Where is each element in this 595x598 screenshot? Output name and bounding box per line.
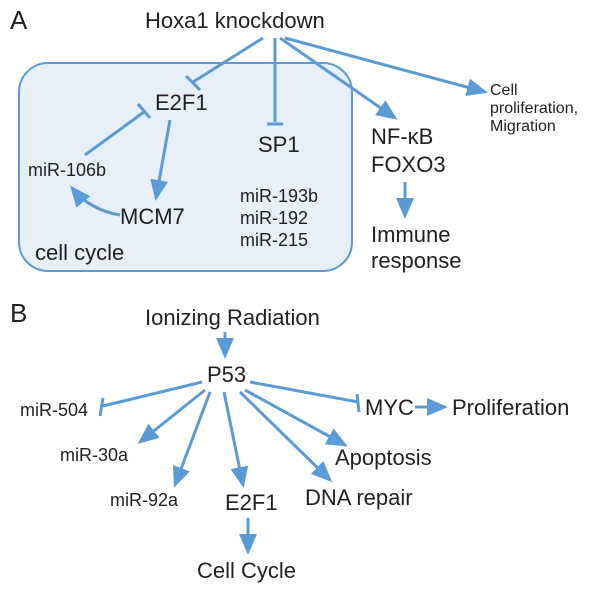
response: response — [371, 248, 462, 274]
mir215: miR-215 — [240, 230, 308, 251]
panel-b-label: B — [10, 298, 27, 329]
cellcycle-b: Cell Cycle — [197, 558, 296, 584]
cell-prolif-1: Cell — [490, 82, 518, 100]
dnarepair: DNA repair — [305, 485, 413, 511]
mir92a: miR-92a — [110, 490, 178, 511]
ionizing-title: Ionizing Radiation — [145, 305, 320, 331]
panel-a-label: A — [10, 5, 27, 36]
myc: MYC — [365, 395, 414, 421]
e2f1-a: E2F1 — [155, 90, 208, 116]
immune: Immune — [371, 222, 450, 248]
p53: P53 — [207, 362, 246, 388]
nfkb: NF-κB — [371, 124, 433, 150]
sp1: SP1 — [258, 132, 300, 158]
cell-prolif-2: proliferation, — [490, 100, 578, 118]
mir30a: miR-30a — [60, 445, 128, 466]
proliferation: Proliferation — [452, 395, 569, 421]
mcm7: MCM7 — [120, 204, 185, 230]
hoxa1-title: Hoxa1 knockdown — [145, 8, 325, 34]
mir106b: miR-106b — [28, 160, 106, 181]
mir192: miR-192 — [240, 208, 308, 229]
cell-prolif-3: Migration — [490, 118, 556, 136]
apoptosis: Apoptosis — [335, 445, 432, 471]
mir193b: miR-193b — [240, 186, 318, 207]
e2f1-b: E2F1 — [225, 490, 278, 516]
mir504: miR-504 — [20, 400, 88, 421]
foxo3: FOXO3 — [371, 152, 446, 178]
cell-cycle-label: cell cycle — [35, 240, 124, 266]
